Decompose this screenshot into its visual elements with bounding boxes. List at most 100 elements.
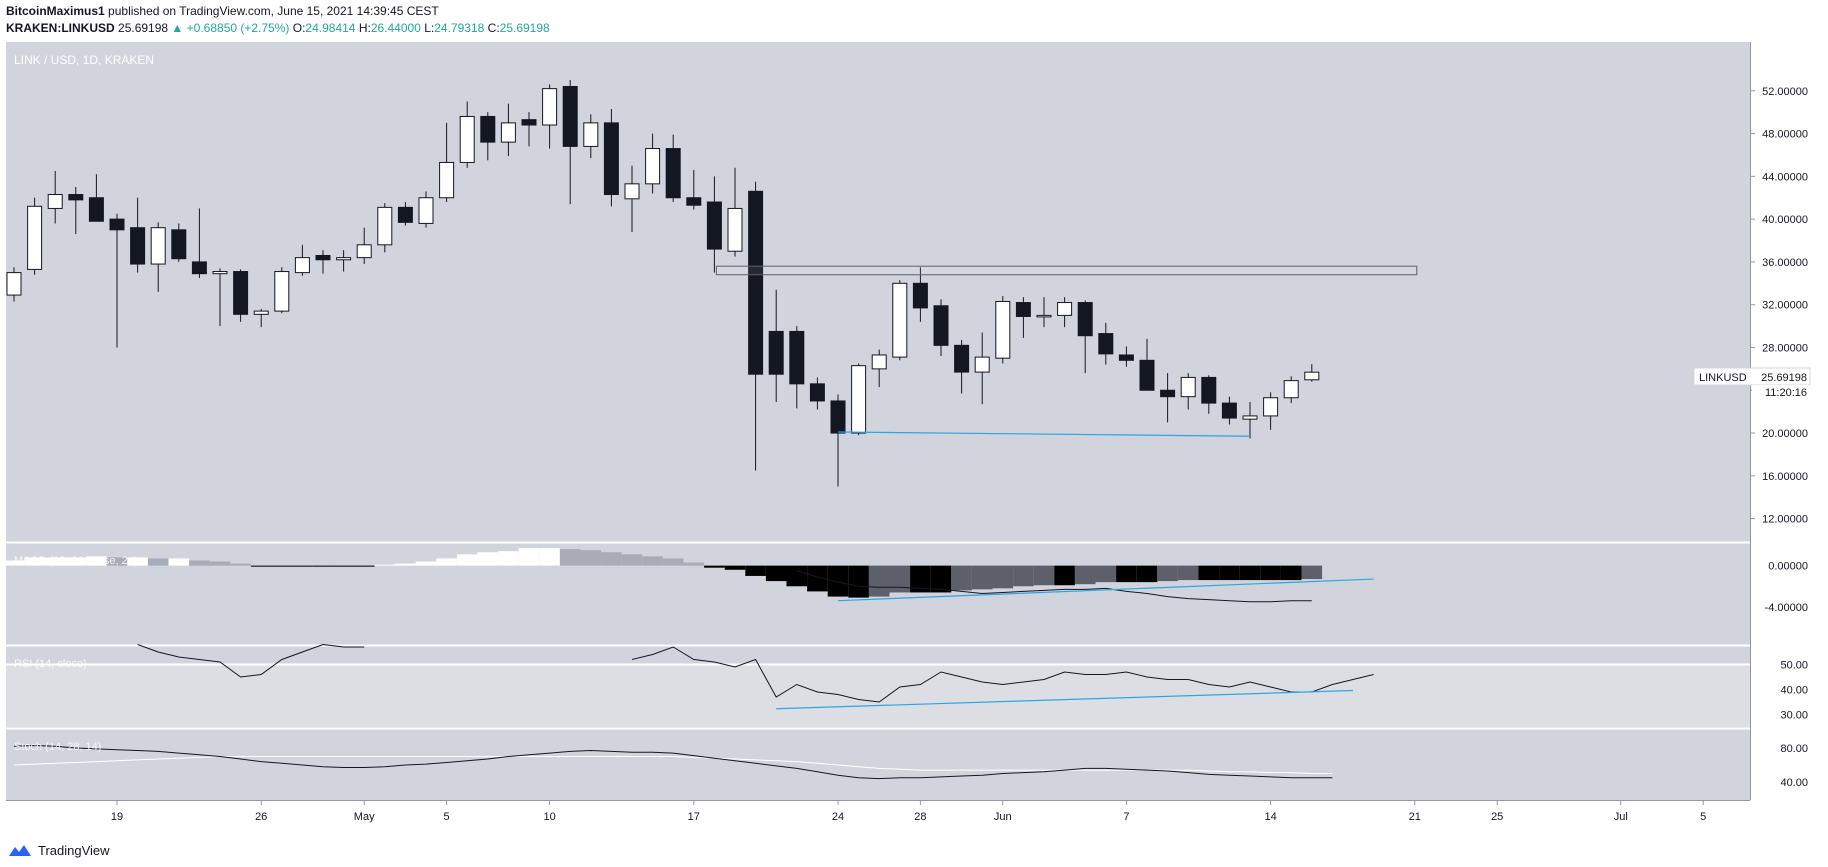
footer-brand[interactable]: TradingView xyxy=(38,842,110,858)
time-tick-label: 10 xyxy=(543,811,555,823)
time-tick-label: 25 xyxy=(1491,811,1503,823)
candle-body xyxy=(418,197,434,224)
change-value: +0.68850 (+2.75%) xyxy=(186,21,290,35)
time-tick-label: 5 xyxy=(1700,811,1706,823)
time-tick-label: 19 xyxy=(111,811,123,823)
macd-histogram-bar xyxy=(1177,565,1199,581)
open-value: 24.98414 xyxy=(305,21,356,35)
price-tick-label: 16.00000 xyxy=(1762,471,1808,483)
candle-body xyxy=(397,206,413,223)
price-pane xyxy=(6,42,1750,542)
close-label: C: xyxy=(487,21,500,35)
publish-header: BitcoinMaximus1 published on TradingView… xyxy=(6,4,439,19)
macd-histogram-bar xyxy=(745,565,766,576)
close-value: 25.69198 xyxy=(499,21,550,35)
macd-histogram-bar xyxy=(1095,565,1117,583)
candle-body xyxy=(1242,415,1258,420)
candle-body xyxy=(1201,376,1217,404)
rsi-band xyxy=(6,664,1750,727)
macd-histogram-bar xyxy=(271,565,293,567)
candle-body xyxy=(336,257,352,261)
macd-histogram-bar xyxy=(807,565,828,592)
candle-body xyxy=(706,201,722,250)
macd-histogram-bar xyxy=(889,565,911,593)
macd-histogram-bar xyxy=(704,565,725,568)
candle-body xyxy=(521,119,537,126)
macd-histogram-bar xyxy=(147,558,169,566)
candle-body xyxy=(212,271,228,275)
candle-body xyxy=(171,229,187,260)
time-tick-label: 5 xyxy=(444,811,450,823)
candle-body xyxy=(809,383,825,402)
candle-body xyxy=(871,354,887,370)
macd-histogram-bar xyxy=(992,565,1014,589)
macd-histogram-bar xyxy=(106,557,128,566)
time-tick-label: 7 xyxy=(1123,811,1129,823)
time-tick-label: 14 xyxy=(1264,811,1276,823)
candle-body xyxy=(377,206,393,246)
rsi-line xyxy=(137,643,1374,703)
macd-histogram-bar xyxy=(1116,565,1137,583)
candle-body xyxy=(851,365,867,434)
macd-histogram-bar xyxy=(65,557,87,566)
candle-body xyxy=(1304,371,1320,381)
macd-histogram-bar xyxy=(601,552,622,566)
candle-body xyxy=(233,271,249,315)
candle-body xyxy=(892,282,908,358)
macd-label: MACD (12, 26, close, 24) xyxy=(14,555,138,567)
candle-body xyxy=(27,205,43,270)
macd-histogram-bar xyxy=(765,565,787,582)
macd-histogram-bar xyxy=(312,565,334,567)
price-label-symbol: LINKUSD xyxy=(1699,372,1747,384)
time-tick-label: 21 xyxy=(1409,811,1421,823)
rsi-trendline xyxy=(776,689,1354,710)
candle-body xyxy=(480,115,496,143)
macd-histogram-bar xyxy=(1219,565,1240,581)
candle-body xyxy=(459,115,475,163)
macd-histogram-bar xyxy=(683,562,705,566)
candle-body xyxy=(1036,314,1052,318)
macd-histogram-bar xyxy=(168,558,190,566)
candle-body xyxy=(294,257,310,274)
candle-body xyxy=(1057,302,1073,316)
candle-body xyxy=(88,197,104,222)
price-label-countdown: 11:20:16 xyxy=(1765,387,1807,399)
price-tick-label: 12.00000 xyxy=(1762,514,1808,526)
candle-body xyxy=(995,300,1011,359)
candle-body xyxy=(933,305,949,346)
macd-histogram-bar xyxy=(24,557,45,566)
candle-body xyxy=(665,148,681,199)
macd-tick-label: 0.00000 xyxy=(1768,561,1808,573)
candle-body xyxy=(150,227,166,265)
candle-body xyxy=(68,194,84,201)
time-tick-label: 24 xyxy=(832,811,844,823)
candle-body xyxy=(274,271,290,312)
macd-histogram-bar xyxy=(395,563,416,566)
macd-histogram-bar xyxy=(910,565,931,593)
macd-histogram-bar xyxy=(868,565,890,597)
low-label: L: xyxy=(424,21,435,35)
candle-body xyxy=(253,310,269,315)
macd-histogram-bar xyxy=(127,557,148,566)
time-tick-label: Jun xyxy=(994,811,1012,823)
candle-body xyxy=(768,330,784,375)
symbol-label: KRAKEN:LINKUSD xyxy=(6,21,115,35)
macd-histogram-bar xyxy=(1054,565,1075,586)
author-name[interactable]: BitcoinMaximus1 xyxy=(6,4,105,18)
time-tick-label: 17 xyxy=(688,811,700,823)
macd-histogram-bar xyxy=(539,548,560,566)
macd-tick-label: -4.00000 xyxy=(1765,602,1808,614)
macd-histogram-bar xyxy=(971,565,993,590)
macd-histogram-bar xyxy=(1198,565,1220,581)
macd-histogram-bar xyxy=(621,554,643,566)
macd-histogram-bar xyxy=(353,565,375,567)
stoch-tick-label: 40.00 xyxy=(1780,777,1808,789)
macd-histogram-bar xyxy=(1239,565,1261,581)
candle-body xyxy=(624,183,640,200)
price-tick-label: 44.00000 xyxy=(1762,171,1808,183)
time-tick-label: 26 xyxy=(255,811,267,823)
macd-histogram-bar xyxy=(374,564,396,566)
macd-histogram-bar xyxy=(1074,565,1096,585)
macd-histogram-bar xyxy=(209,561,231,566)
